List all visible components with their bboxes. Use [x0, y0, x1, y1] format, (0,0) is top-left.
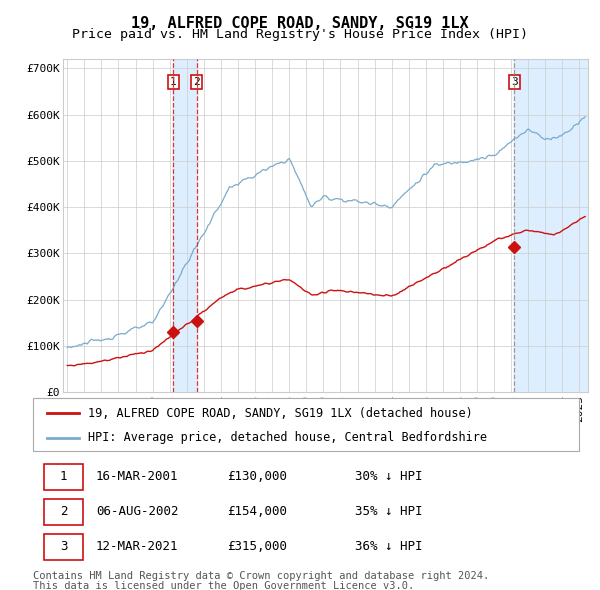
Text: 06-AUG-2002: 06-AUG-2002 — [96, 505, 178, 519]
FancyBboxPatch shape — [44, 499, 83, 525]
Text: £154,000: £154,000 — [227, 505, 287, 519]
Text: 35% ↓ HPI: 35% ↓ HPI — [355, 505, 422, 519]
FancyBboxPatch shape — [33, 398, 579, 451]
Text: 16-MAR-2001: 16-MAR-2001 — [96, 470, 178, 483]
Text: 2: 2 — [193, 77, 200, 87]
Text: 2: 2 — [60, 505, 67, 519]
Text: HPI: Average price, detached house, Central Bedfordshire: HPI: Average price, detached house, Cent… — [88, 431, 487, 444]
Text: 1: 1 — [170, 77, 176, 87]
Text: £130,000: £130,000 — [227, 470, 287, 483]
Text: 19, ALFRED COPE ROAD, SANDY, SG19 1LX (detached house): 19, ALFRED COPE ROAD, SANDY, SG19 1LX (d… — [88, 407, 472, 419]
FancyBboxPatch shape — [44, 533, 83, 560]
Text: This data is licensed under the Open Government Licence v3.0.: This data is licensed under the Open Gov… — [33, 581, 414, 590]
Text: 3: 3 — [60, 540, 67, 553]
Text: Contains HM Land Registry data © Crown copyright and database right 2024.: Contains HM Land Registry data © Crown c… — [33, 571, 489, 581]
Text: 1: 1 — [60, 470, 67, 483]
Bar — [514, 59, 588, 392]
Text: Price paid vs. HM Land Registry's House Price Index (HPI): Price paid vs. HM Land Registry's House … — [72, 28, 528, 41]
Text: 30% ↓ HPI: 30% ↓ HPI — [355, 470, 422, 483]
Text: 36% ↓ HPI: 36% ↓ HPI — [355, 540, 422, 553]
Bar — [173, 59, 197, 392]
Text: 12-MAR-2021: 12-MAR-2021 — [96, 540, 178, 553]
Text: £315,000: £315,000 — [227, 540, 287, 553]
FancyBboxPatch shape — [44, 464, 83, 490]
Text: 3: 3 — [511, 77, 518, 87]
Text: 19, ALFRED COPE ROAD, SANDY, SG19 1LX: 19, ALFRED COPE ROAD, SANDY, SG19 1LX — [131, 16, 469, 31]
